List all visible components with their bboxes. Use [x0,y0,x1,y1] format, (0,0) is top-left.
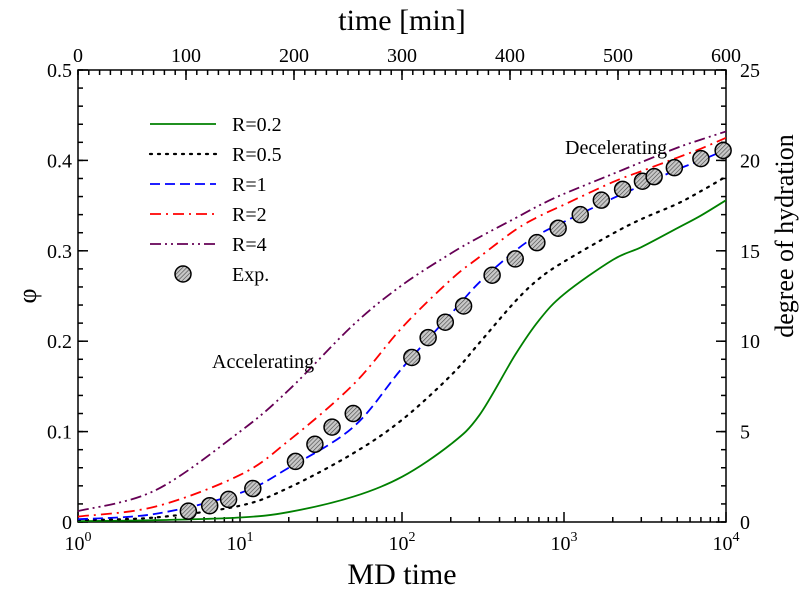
top-tick-label: 200 [279,45,309,67]
exp-data-point [286,452,305,471]
exp-data-point [613,180,632,199]
right-tick-label: 0 [740,512,750,534]
top-axis-label: time [min] [338,4,465,37]
exp-data-point [179,502,198,520]
legend-label-exp: Exp. [232,264,269,286]
exp-data-point [692,149,710,168]
y-tick-label: 0.3 [47,241,72,263]
annotation-accelerating: Accelerating [212,351,314,373]
y-axis-label: φ [13,288,42,303]
right-tick-label: 20 [740,150,760,172]
exp-data-point [714,141,732,160]
legend-label-r-4: R=4 [232,234,267,256]
top-tick-label: 500 [603,45,633,67]
right-tick-label: 15 [740,241,760,263]
exp-data-point [665,158,684,177]
legend-swatch-exp [174,265,192,283]
legend-label-r-2: R=2 [232,204,267,226]
exp-data-point [592,191,611,209]
y-tick-label: 0 [62,512,72,534]
series-line-r-2 [78,136,726,518]
series-line-r-0-2 [78,199,726,522]
y-tick-label: 0.4 [47,150,72,172]
top-tick-label: 0 [73,45,83,67]
exp-data-point [200,496,219,515]
exp-data-point [571,205,590,224]
legend: R=0.2 R=0.5 R=1 R=2 R=4 Exp. [148,114,282,286]
exp-data-point [306,435,324,454]
legend-label-r-1: R=1 [232,174,267,196]
exp-data-point [403,348,421,367]
right-tick-label: 5 [740,422,750,444]
y-tick-label: 0.5 [47,60,72,82]
x-tick-label: 103 [551,530,578,555]
exp-data-point [645,167,663,186]
x-tick-label: 100 [65,530,92,555]
right-tick-label: 10 [740,331,760,353]
x-axis-label: MD time [347,558,456,591]
top-tick-label: 600 [711,45,741,67]
exp-data-point [506,250,524,268]
exp-data-point [436,313,455,331]
y-tick-label: 0.2 [47,331,72,353]
exp-data-point [244,479,262,498]
exp-data-point [483,266,501,284]
top-tick-label: 400 [495,45,525,67]
markers-layer [179,141,732,520]
legend-label-r-0-2: R=0.2 [232,114,282,136]
exp-data-point [323,418,341,436]
exp-data-point [528,233,546,252]
exp-data-point [344,404,362,423]
legend-label-r-0-5: R=0.5 [232,144,282,166]
exp-data-point [219,490,238,509]
top-tick-label: 100 [171,45,201,67]
x-tick-label: 104 [713,530,740,555]
exp-data-point [549,219,567,237]
top-tick-label: 300 [387,45,417,67]
x-tick-label: 102 [389,530,416,555]
x-tick-label: 101 [227,530,254,555]
annotation-decelerating: Decelerating [565,137,667,159]
right-tick-label: 25 [740,60,760,82]
series-line-r-0-5 [78,175,726,522]
exp-data-point [419,328,437,347]
exp-data-point [454,297,473,315]
series-line-r-1 [78,148,726,521]
y-tick-label: 0.1 [47,422,72,444]
series-line-r-4 [78,130,726,513]
right-axis-label: degree of hydration [770,134,799,338]
